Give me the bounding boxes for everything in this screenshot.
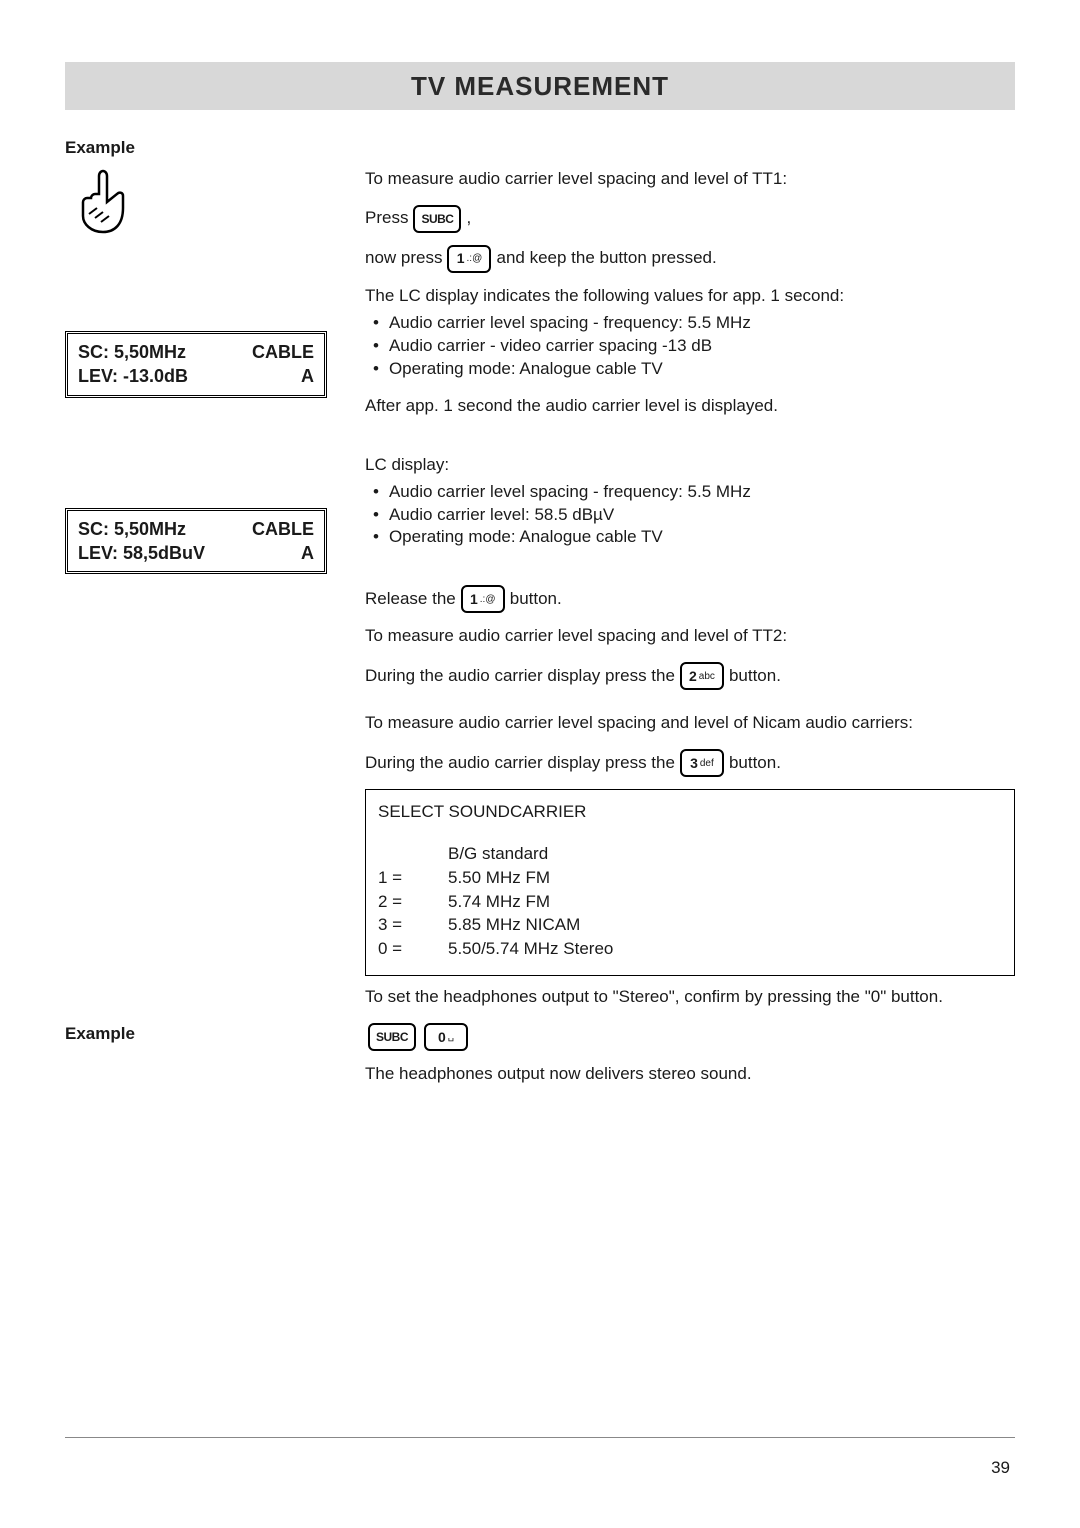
subc-button-2: SUBC xyxy=(368,1023,416,1051)
key-0-sub: ␣ xyxy=(448,1030,454,1044)
select-val: 5.74 MHz FM xyxy=(448,890,550,914)
pointing-hand-icon xyxy=(73,166,133,241)
during-after-2: button. xyxy=(729,752,781,775)
select-key: 1 = xyxy=(378,866,448,890)
release-line: Release the 1 .:@ button. xyxy=(365,585,1015,613)
subc-0-line: SUBC 0 ␣ xyxy=(365,1023,1015,1051)
lcd2-line1-left: SC: 5,50MHz xyxy=(78,517,205,541)
select-val: 5.85 MHz NICAM xyxy=(448,913,580,937)
comma: , xyxy=(466,207,471,230)
during-line-1: During the audio carrier display press t… xyxy=(365,662,1015,690)
intro-text: To measure audio carrier level spacing a… xyxy=(365,168,1015,191)
lc-display-label: LC display: xyxy=(365,454,1015,477)
key-2-sub: abc xyxy=(699,670,715,684)
release-before: Release the xyxy=(365,588,456,611)
after-text: After app. 1 second the audio carrier le… xyxy=(365,395,1015,418)
lcd1-line2-left: LEV: -13.0dB xyxy=(78,364,188,388)
list-item: Audio carrier level spacing - frequency:… xyxy=(365,312,1015,335)
example-label-1: Example xyxy=(65,138,365,158)
lcd1-line1-left: SC: 5,50MHz xyxy=(78,340,188,364)
key-1-main: 1 xyxy=(457,249,465,268)
list-item: Operating mode: Analogue cable TV xyxy=(365,358,1015,381)
during-line-2: During the audio carrier display press t… xyxy=(365,749,1015,777)
select-key: 2 = xyxy=(378,890,448,914)
press-label: Press xyxy=(365,207,408,230)
lcd2-line2-left: LEV: 58,5dBuV xyxy=(78,541,205,565)
key-2-main: 2 xyxy=(689,667,697,686)
lc-intro: The LC display indicates the following v… xyxy=(365,285,1015,308)
lcd1-line2-right: A xyxy=(252,364,314,388)
now-press-before: now press xyxy=(365,247,442,270)
select-val: 5.50/5.74 MHz Stereo xyxy=(448,937,613,961)
page-number: 39 xyxy=(991,1458,1010,1478)
release-after: button. xyxy=(510,588,562,611)
now-press-line: now press 1 .:@ and keep the button pres… xyxy=(365,245,1015,273)
list-item: Audio carrier level spacing - frequency:… xyxy=(365,481,1015,504)
list-item: Audio carrier - video carrier spacing -1… xyxy=(365,335,1015,358)
key-1-sub: .:@ xyxy=(480,593,496,607)
content-area: Example SC: 5,50MHz LEV: -13.0dB CABLE A… xyxy=(65,138,1015,1100)
now-press-after: and keep the button pressed. xyxy=(496,247,716,270)
bullets-1: Audio carrier level spacing - frequency:… xyxy=(365,312,1015,381)
footer-divider xyxy=(65,1437,1015,1438)
key-3-button: 3 def xyxy=(680,749,724,777)
key-3-sub: def xyxy=(700,757,714,771)
key-1-sub: .:@ xyxy=(467,252,483,266)
key-2-button: 2 abc xyxy=(680,662,724,690)
stereo-line: To set the headphones output to "Stereo"… xyxy=(365,986,1015,1009)
select-title: SELECT SOUNDCARRIER xyxy=(378,800,1002,824)
select-header: B/G standard xyxy=(448,842,548,866)
select-val: 5.50 MHz FM xyxy=(448,866,550,890)
during-before: During the audio carrier display press t… xyxy=(365,665,675,688)
select-soundcarrier-box: SELECT SOUNDCARRIER B/G standard 1 =5.50… xyxy=(365,789,1015,976)
final-text: The headphones output now delivers stere… xyxy=(365,1063,1015,1086)
key-1-button: 1 .:@ xyxy=(447,245,491,273)
key-3-main: 3 xyxy=(690,754,698,773)
lcd-box-2: SC: 5,50MHz LEV: 58,5dBuV CABLE A xyxy=(65,508,327,575)
during-before-2: During the audio carrier display press t… xyxy=(365,752,675,775)
select-key: 0 = xyxy=(378,937,448,961)
during-after: button. xyxy=(729,665,781,688)
right-column: To measure audio carrier level spacing a… xyxy=(365,138,1015,1100)
lcd2-line1-right: CABLE xyxy=(252,517,314,541)
list-item: Operating mode: Analogue cable TV xyxy=(365,526,1015,549)
example-label-2: Example xyxy=(65,1024,365,1044)
page-title: TV Measurement xyxy=(411,71,669,102)
bullets-2: Audio carrier level spacing - frequency:… xyxy=(365,481,1015,550)
lcd-box-1: SC: 5,50MHz LEV: -13.0dB CABLE A xyxy=(65,331,327,398)
header-bar: TV Measurement xyxy=(65,62,1015,110)
left-column: Example SC: 5,50MHz LEV: -13.0dB CABLE A… xyxy=(65,138,365,1100)
key-0-main: 0 xyxy=(438,1028,446,1047)
nicam-line: To measure audio carrier level spacing a… xyxy=(365,712,1015,735)
list-item: Audio carrier level: 58.5 dBµV xyxy=(365,504,1015,527)
key-1-button-2: 1 .:@ xyxy=(461,585,505,613)
key-1-main: 1 xyxy=(470,590,478,609)
key-0-button: 0 ␣ xyxy=(424,1023,468,1051)
subc-button: SUBC xyxy=(413,205,461,233)
select-key: 3 = xyxy=(378,913,448,937)
lcd2-line2-right: A xyxy=(252,541,314,565)
press-line: Press SUBC , xyxy=(365,205,1015,233)
lcd1-line1-right: CABLE xyxy=(252,340,314,364)
tt2-line: To measure audio carrier level spacing a… xyxy=(365,625,1015,648)
